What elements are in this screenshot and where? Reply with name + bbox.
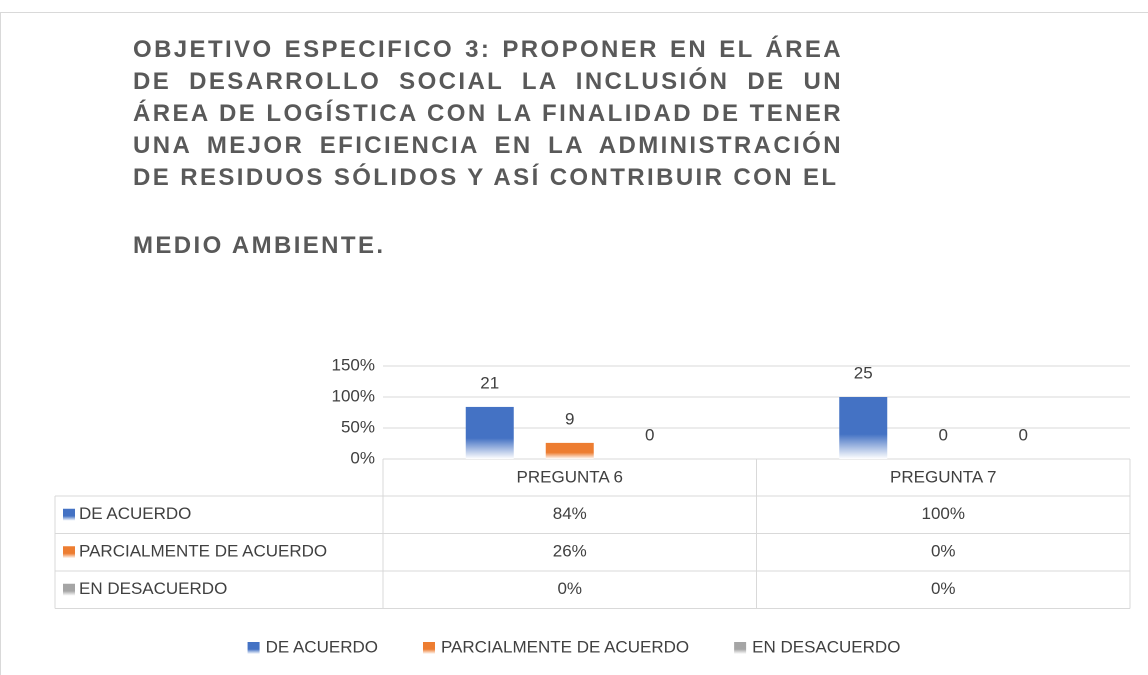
legend-key <box>422 642 435 654</box>
data-label: 0 <box>939 425 948 444</box>
y-tick-label: 50% <box>341 417 375 436</box>
x-tick-label: PREGUNTA 7 <box>890 467 996 486</box>
y-tick-label: 150% <box>332 355 375 374</box>
bar <box>545 442 594 459</box>
legend-key <box>247 642 260 654</box>
table-value: 100% <box>922 504 965 523</box>
data-label: 0 <box>645 425 654 444</box>
legend-label: PARCIALMENTE DE ACUERDO <box>441 637 689 656</box>
legend-key <box>63 583 75 596</box>
bar <box>465 406 514 459</box>
legend-key <box>63 508 75 521</box>
table-value: 0% <box>931 542 956 561</box>
x-tick-label: PREGUNTA 6 <box>517 467 623 486</box>
title: OBJETIVO ESPECIFICO 3: PROPONER EN EL ÁR… <box>133 34 843 262</box>
legend-label: DE ACUERDO <box>266 637 378 656</box>
table-value: 0% <box>557 579 582 598</box>
chart-title: MEDIO AMBIENTE. <box>133 232 386 259</box>
data-label: 0 <box>1019 425 1028 444</box>
data-label: 25 <box>854 363 873 382</box>
legend-label: EN DESACUERDO <box>752 637 900 656</box>
data-label: 9 <box>565 409 574 428</box>
data-label: 21 <box>480 373 499 392</box>
title-box: OBJETIVO ESPECIFICO 3: PROPONER EN EL ÁR… <box>133 34 843 262</box>
chart-border <box>0 12 1148 675</box>
row-label: DE ACUERDO <box>79 504 191 523</box>
y-tick-label: 100% <box>332 386 375 405</box>
legend-key <box>63 546 75 559</box>
bar <box>839 397 888 459</box>
table-value: 84% <box>553 504 587 523</box>
table-value: 26% <box>553 542 587 561</box>
y-tick-label: 0% <box>350 448 375 467</box>
row-label: PARCIALMENTE DE ACUERDO <box>79 542 327 561</box>
legend-key <box>734 642 747 654</box>
table-value: 0% <box>931 579 956 598</box>
row-label: EN DESACUERDO <box>79 579 227 598</box>
chart-title: OBJETIVO ESPECIFICO 3: PROPONER EN EL ÁR… <box>133 36 843 191</box>
